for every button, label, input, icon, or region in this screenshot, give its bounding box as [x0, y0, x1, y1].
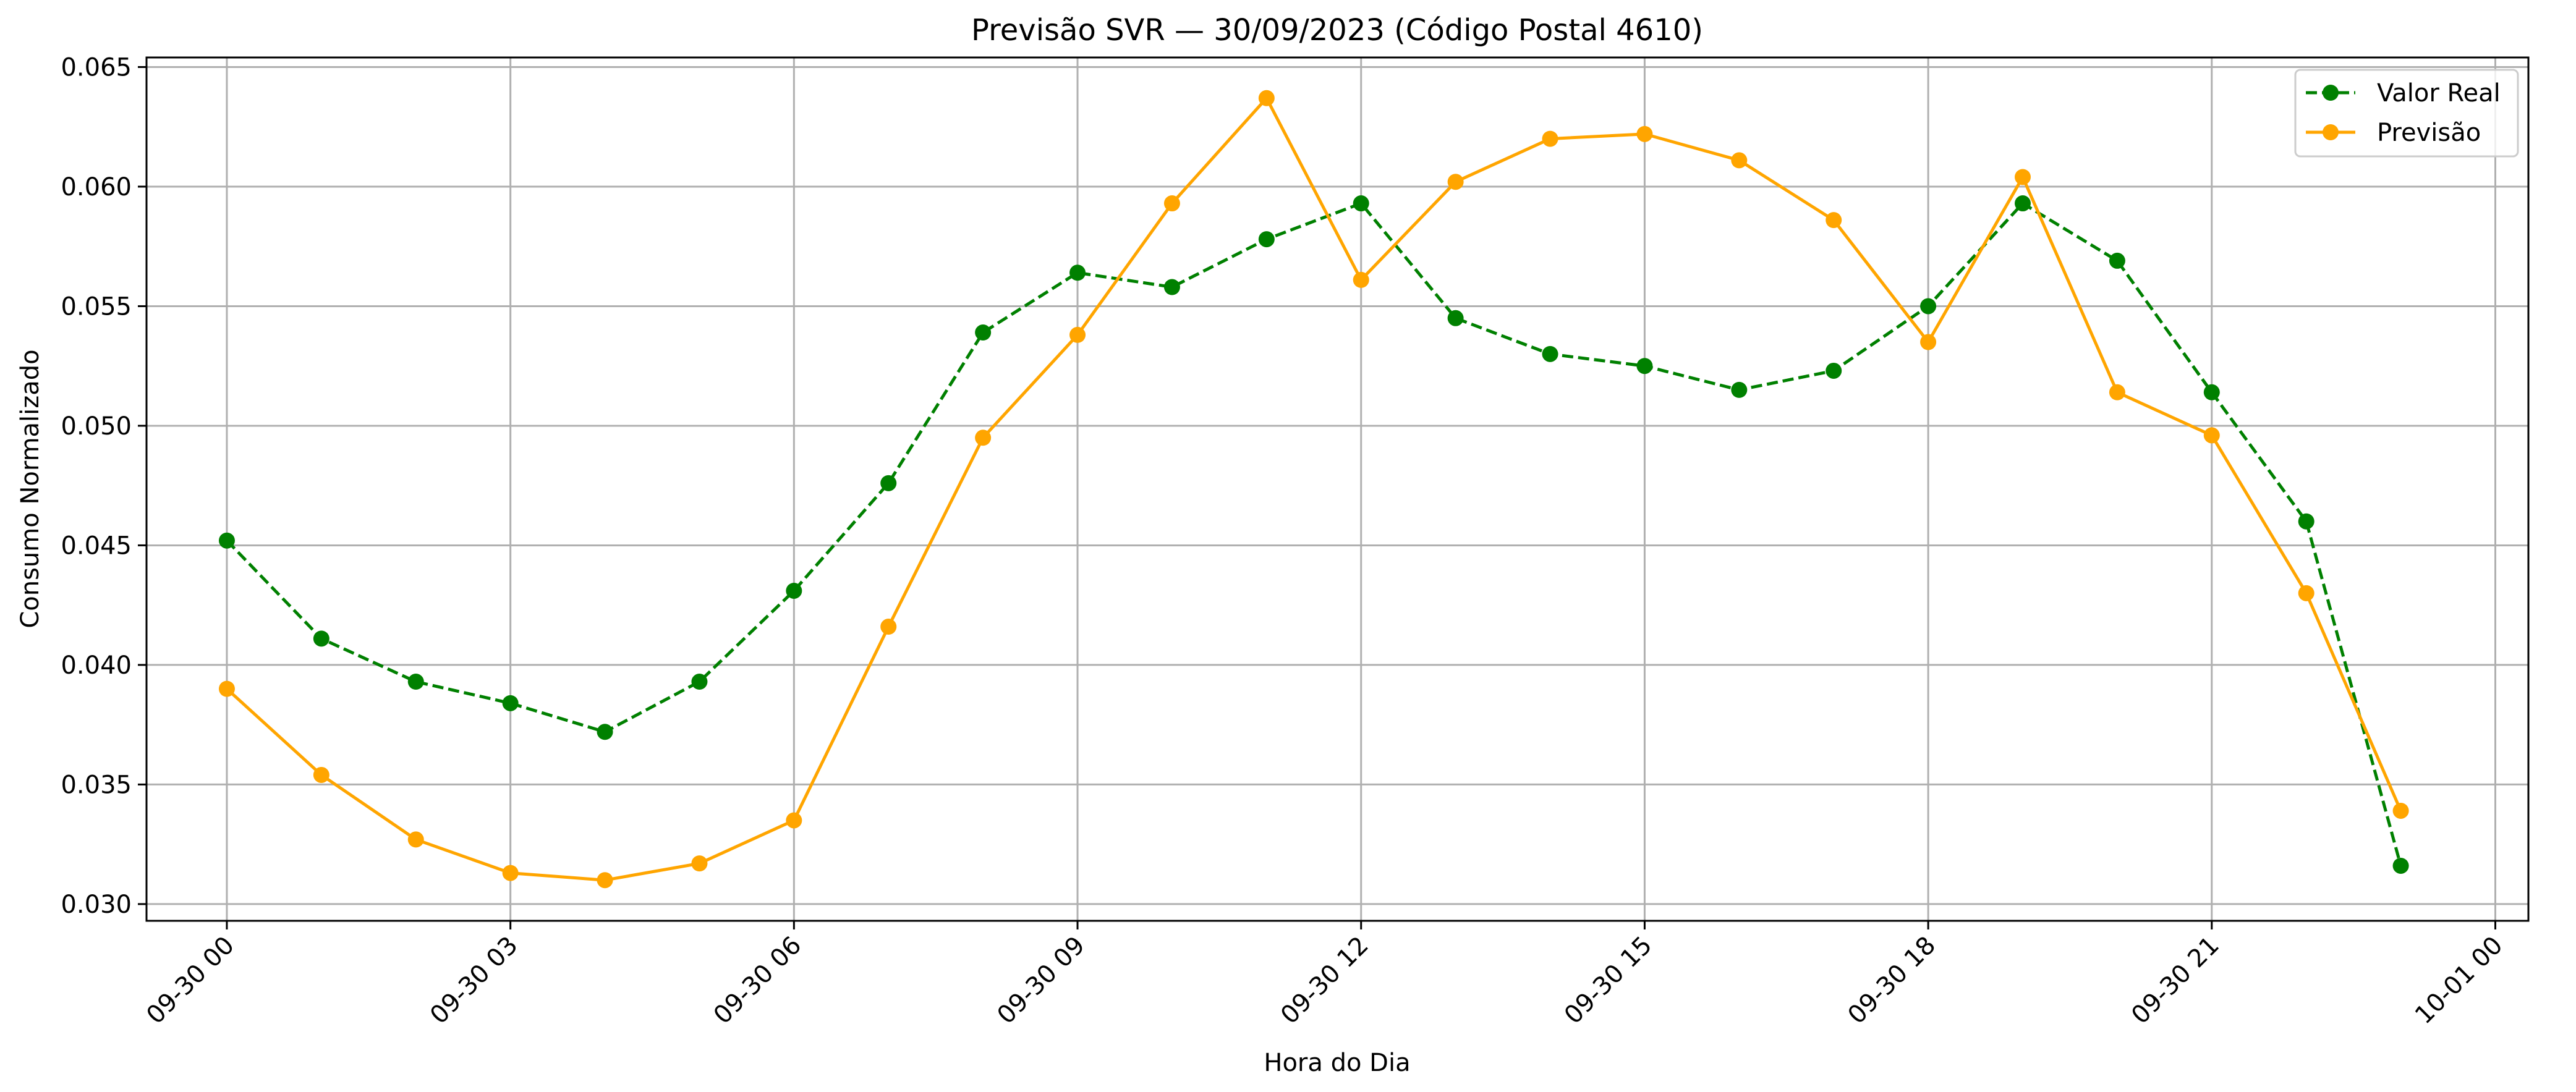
series-layer: [218, 90, 2409, 889]
point-valor-real-10: [1163, 279, 1180, 295]
legend-marker-valor-real: [2323, 85, 2339, 101]
point-valor-real-1: [313, 630, 329, 647]
legend-label-previsao: Previsão: [2377, 119, 2481, 147]
point-valor-real-11: [1258, 231, 1275, 248]
legend: Valor Real Previsão: [2294, 69, 2519, 158]
y-tick-label-7: 0.065: [61, 53, 132, 82]
point-valor-real-15: [1636, 358, 1653, 375]
legend-marker-previsao: [2323, 124, 2339, 140]
point-previsao-22: [2298, 585, 2315, 601]
point-previsao-15: [1636, 125, 1653, 142]
legend-box: [2294, 69, 2519, 158]
point-previsao-4: [597, 872, 613, 889]
point-previsao-17: [1826, 212, 1842, 229]
y-tick-label-4: 0.050: [61, 412, 132, 441]
point-previsao-18: [1920, 334, 1937, 350]
point-valor-real-17: [1826, 362, 1842, 379]
point-previsao-6: [786, 812, 802, 829]
point-valor-real-5: [691, 674, 708, 690]
point-valor-real-8: [975, 324, 992, 341]
grid-lines: [147, 57, 2528, 921]
point-valor-real-2: [407, 674, 424, 690]
point-valor-real-19: [2015, 195, 2031, 212]
point-previsao-16: [1731, 152, 1748, 169]
point-valor-real-9: [1069, 265, 1086, 281]
point-previsao-9: [1069, 326, 1086, 343]
y-tick-label-2: 0.040: [61, 651, 132, 680]
point-previsao-23: [2392, 802, 2409, 819]
point-valor-real-7: [880, 475, 897, 491]
series-line-previsao: [226, 96, 2402, 882]
point-previsao-11: [1258, 90, 1275, 106]
point-previsao-13: [1447, 174, 1464, 190]
point-valor-real-3: [502, 695, 519, 711]
point-previsao-19: [2015, 169, 2031, 185]
point-valor-real-6: [786, 582, 802, 599]
point-previsao-5: [691, 855, 708, 872]
point-valor-real-20: [2109, 252, 2125, 269]
point-valor-real-13: [1447, 310, 1464, 326]
series-previsao: [218, 90, 2409, 889]
point-previsao-3: [502, 865, 519, 881]
point-previsao-8: [975, 430, 992, 446]
point-valor-real-22: [2298, 513, 2315, 530]
point-previsao-21: [2203, 427, 2220, 444]
point-valor-real-0: [218, 532, 235, 549]
y-tick-label-1: 0.035: [61, 771, 132, 799]
plot-area-frame: [145, 56, 2530, 922]
point-previsao-20: [2109, 384, 2125, 400]
legend-label-valor-real: Valor Real: [2377, 79, 2501, 108]
point-valor-real-4: [597, 724, 613, 740]
point-previsao-7: [880, 619, 897, 635]
y-tick-label-5: 0.055: [61, 292, 132, 321]
point-valor-real-18: [1920, 298, 1937, 315]
point-previsao-10: [1163, 195, 1180, 212]
y-tick-label-0: 0.030: [61, 891, 132, 919]
point-valor-real-23: [2392, 857, 2409, 874]
point-previsao-1: [313, 766, 329, 783]
point-previsao-14: [1542, 130, 1558, 147]
point-valor-real-21: [2203, 384, 2220, 400]
point-previsao-0: [218, 680, 235, 697]
x-axis-label: Hora do Dia: [1264, 1049, 1410, 1077]
chart-title: Previsão SVR — 30/09/2023 (Código Postal…: [971, 13, 1703, 48]
y-tick-label-6: 0.060: [61, 173, 132, 201]
point-previsao-12: [1353, 271, 1369, 288]
y-axis-label: Consumo Normalizado: [16, 349, 45, 628]
point-previsao-2: [407, 831, 424, 848]
point-valor-real-16: [1731, 381, 1748, 398]
point-valor-real-12: [1353, 195, 1369, 212]
y-tick-label-3: 0.045: [61, 531, 132, 560]
point-valor-real-14: [1542, 345, 1558, 362]
